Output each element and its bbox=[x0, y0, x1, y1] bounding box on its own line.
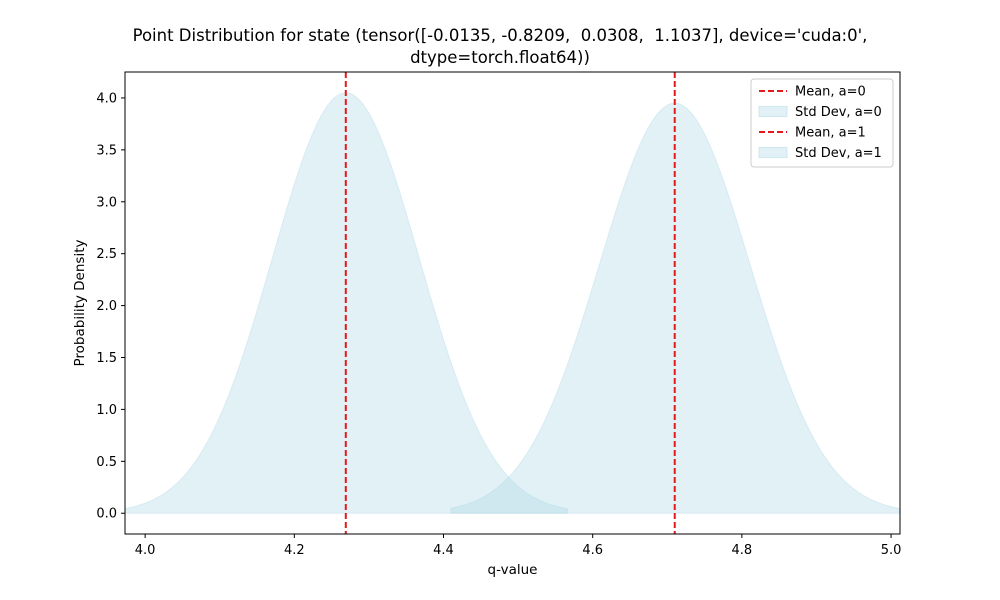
x-tick-label: 4.2 bbox=[284, 543, 305, 558]
y-tick-label: 1.5 bbox=[96, 351, 117, 366]
legend-label: Std Dev, a=0 bbox=[795, 105, 882, 120]
legend-std-patch bbox=[758, 106, 788, 117]
x-tick-label: 5.0 bbox=[881, 543, 902, 558]
legend-box bbox=[750, 78, 894, 168]
y-tick-label: 3.5 bbox=[96, 143, 117, 158]
y-tick-label: 0.0 bbox=[96, 507, 117, 522]
legend-label: Std Dev, a=1 bbox=[795, 146, 882, 161]
legend-label: Mean, a=1 bbox=[795, 126, 866, 141]
chart-title-line-1: Point Distribution for state (tensor([-0… bbox=[132, 26, 868, 45]
x-axis-label: q-value bbox=[488, 562, 538, 578]
y-tick-label: 2.0 bbox=[96, 299, 117, 314]
chart-title-line-2: dtype=torch.float64)) bbox=[410, 48, 590, 67]
y-tick-label: 3.0 bbox=[96, 195, 117, 210]
x-tick-label: 4.8 bbox=[732, 543, 753, 558]
y-tick-label: 4.0 bbox=[96, 91, 117, 106]
std-dev-area-0 bbox=[125, 92, 568, 514]
y-tick-label: 2.5 bbox=[96, 247, 117, 262]
x-tick-label: 4.0 bbox=[135, 543, 156, 558]
legend-std-patch bbox=[758, 147, 788, 158]
y-axis-label: Probability Density bbox=[72, 240, 88, 367]
legend-label: Mean, a=0 bbox=[795, 85, 866, 100]
x-tick-label: 4.4 bbox=[433, 543, 454, 558]
y-tick-label: 0.5 bbox=[96, 455, 117, 470]
plot-frame bbox=[124, 71, 901, 535]
y-tick-label: 1.0 bbox=[96, 403, 117, 418]
x-tick-label: 4.6 bbox=[582, 543, 603, 558]
